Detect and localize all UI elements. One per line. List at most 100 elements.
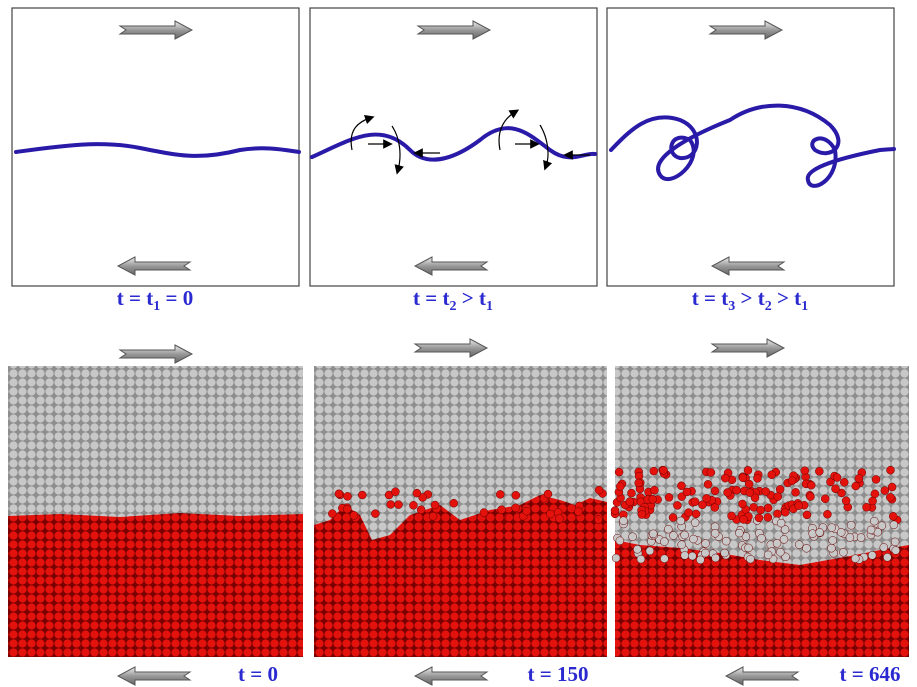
label-text: t = t: [117, 286, 153, 310]
particle: [877, 521, 887, 530]
particle: [703, 480, 713, 489]
particle: [807, 480, 816, 490]
particle: [828, 536, 837, 545]
particle: [779, 535, 789, 544]
particle: [754, 513, 764, 523]
particle: [879, 543, 889, 552]
particle: [430, 500, 440, 510]
particle: [761, 487, 770, 496]
particle: [787, 476, 797, 485]
particle: [826, 477, 835, 487]
simulation-images: [8, 366, 909, 657]
particle: [616, 482, 625, 491]
label-text: > t: [456, 286, 485, 310]
particle: [886, 493, 895, 502]
subscript: 1: [153, 299, 160, 314]
subscript: 2: [765, 299, 772, 314]
particle: [870, 489, 880, 499]
particle: [648, 495, 657, 504]
particle: [808, 529, 817, 538]
particle: [721, 536, 731, 546]
particle: [648, 529, 658, 539]
particle: [880, 486, 890, 495]
particle: [610, 506, 620, 515]
particle: [815, 467, 824, 476]
particle: [684, 508, 693, 517]
particle: [634, 478, 643, 488]
subscript: 1: [486, 299, 493, 314]
particle: [691, 509, 701, 519]
particle: [690, 518, 700, 527]
particle: [689, 534, 698, 544]
particle: [680, 530, 689, 540]
particle: [763, 503, 773, 513]
particle: [841, 496, 851, 505]
particle: [497, 505, 506, 514]
particle: [891, 546, 901, 555]
particle: [720, 473, 730, 483]
particle: [711, 553, 720, 563]
particle: [871, 475, 881, 484]
particle: [890, 537, 900, 547]
particle: [343, 492, 352, 501]
subscript: 2: [449, 299, 456, 314]
particle: [802, 510, 812, 520]
particle: [739, 515, 748, 524]
particle: [412, 488, 422, 498]
interface-curves: [14, 103, 896, 188]
particle: [763, 550, 773, 560]
particle: [827, 523, 836, 532]
particle: [673, 501, 682, 510]
particle: [744, 543, 753, 553]
particle: [840, 478, 849, 487]
particle: [756, 505, 765, 515]
particle: [649, 466, 659, 476]
particle: [702, 494, 711, 503]
particle: [773, 509, 782, 519]
particle: [416, 505, 426, 514]
particle: [546, 509, 555, 519]
particle: [688, 551, 697, 561]
particle: [418, 493, 427, 502]
particle: [851, 481, 861, 491]
particle: [701, 548, 710, 558]
particle: [845, 533, 855, 542]
particle: [594, 485, 604, 495]
particle: [660, 554, 669, 563]
particle: [710, 529, 720, 538]
particle: [727, 511, 736, 521]
particle: [735, 528, 744, 538]
particle: [806, 492, 815, 501]
particle: [745, 488, 755, 497]
particle: [628, 532, 637, 541]
particle: [706, 468, 716, 477]
particle: [409, 501, 418, 510]
particle: [625, 497, 635, 506]
particle: [690, 497, 700, 506]
time-label: t = t3 > t2 > t1: [692, 286, 808, 314]
particle: [772, 539, 782, 548]
particle: [776, 547, 785, 557]
time-label: t = t1 = 0: [117, 286, 193, 314]
particle: [615, 536, 625, 546]
particle: [837, 488, 846, 498]
particle: [867, 551, 877, 560]
particle: [334, 489, 344, 498]
particle: [750, 493, 760, 503]
particle: [574, 507, 583, 516]
particle: [753, 474, 762, 483]
particle: [682, 487, 692, 497]
particle: [868, 496, 877, 506]
particle: [827, 543, 836, 553]
particle: [781, 507, 790, 517]
particle: [794, 501, 803, 510]
particle: [496, 490, 505, 499]
label-text: = 0: [160, 286, 193, 310]
particle: [386, 500, 395, 509]
particle: [619, 516, 628, 525]
particle: [637, 510, 647, 519]
particle: [428, 511, 438, 521]
particle: [889, 520, 899, 530]
label-text: t = t: [413, 286, 449, 310]
particle: [775, 485, 785, 494]
